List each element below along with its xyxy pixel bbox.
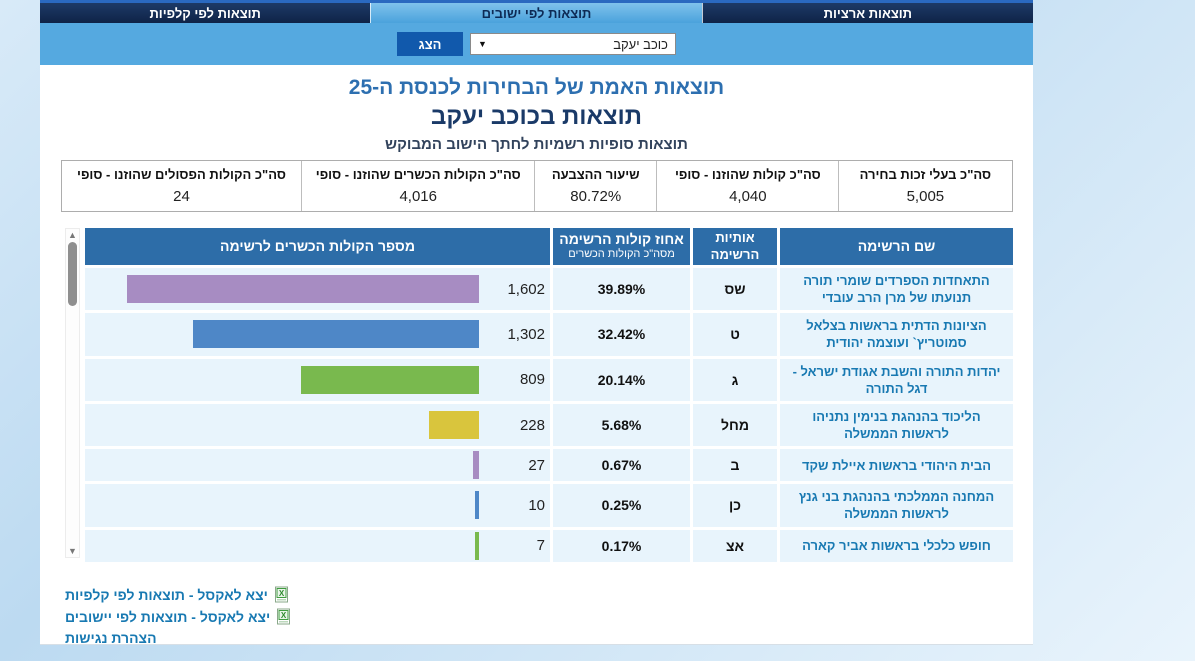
summary-value: 24	[173, 188, 190, 205]
votes-count: 1,302	[507, 325, 545, 343]
tab-national-results[interactable]: תוצאות ארציות	[701, 3, 1033, 23]
percent-header-line2: מסה"כ הקולות הכשרים	[568, 248, 675, 261]
summary-label: סה"כ בעלי זכות בחירה	[859, 167, 992, 182]
summary-value: 5,005	[906, 188, 945, 205]
svg-text:X: X	[281, 611, 287, 620]
list-name-cell: הציונות הדתית בראשות בצלאל סמוטריץ` ועוצ…	[780, 313, 1013, 356]
locality-select[interactable]: כוכב יעקב ▼	[470, 33, 676, 55]
show-button[interactable]: הצג	[397, 32, 463, 56]
list-votes-cell: 27	[85, 449, 550, 482]
scroll-down-icon[interactable]: ▼	[68, 546, 77, 556]
excel-icon: X	[274, 586, 288, 603]
link-label: הצהרת נגישות	[65, 630, 157, 646]
list-letters-cell: מחל	[693, 403, 777, 447]
list-votes-cell: 10	[85, 484, 550, 527]
list-percent-cell: 32.42%	[553, 313, 690, 356]
svg-text:X: X	[279, 589, 285, 598]
summary-value: 80.72%	[570, 188, 622, 205]
column-header-percent: אחוז קולות הרשימה מסה"כ הקולות הכשרים	[553, 228, 690, 265]
list-letters-cell: שס	[693, 268, 777, 311]
vote-bar	[473, 451, 479, 480]
export-links: יצא לאקסל - תוצאות לפי קלפיות X יצא לאקס…	[65, 586, 1033, 646]
export-excel-localities-link[interactable]: יצא לאקסל - תוצאות לפי יישובים X	[65, 608, 292, 625]
summary-label: סה"כ הקולות הכשרים שהוזנו - סופי	[315, 167, 521, 182]
list-votes-cell: 7	[85, 529, 550, 562]
summary-value: 4,040	[729, 188, 767, 205]
summary-invalid-votes: סה"כ הקולות הפסולים שהוזנו - סופי 24	[62, 161, 302, 211]
top-tab-bar: תוצאות ארציות תוצאות לפי ישובים תוצאות ל…	[40, 0, 1033, 23]
list-votes-cell: 809	[85, 358, 550, 401]
link-label: יצא לאקסל - תוצאות לפי קלפיות	[65, 586, 268, 603]
results-subtitle: תוצאות סופיות רשמיות לחתך הישוב המבוקש	[385, 136, 688, 153]
summary-total-votes: סה"כ קולות שהוזנו - סופי 4,040	[656, 161, 838, 211]
summary-eligible-voters: סה"כ בעלי זכות בחירה 5,005	[838, 161, 1011, 211]
locality-filter-banner: כוכב יעקב ▼ הצג	[40, 23, 1033, 65]
list-name-cell: הבית היהודי בראשות איילת שקד	[780, 449, 1013, 482]
list-name-cell: חופש כלכלי בראשות אביר קארה	[780, 529, 1013, 562]
percent-header-line1: אחוז קולות הרשימה	[559, 230, 684, 247]
list-name-cell: יהדות התורה והשבת אגודת ישראל - דגל התור…	[780, 358, 1013, 401]
summary-label: שיעור ההצבעה	[551, 167, 640, 182]
votes-count: 228	[519, 416, 545, 434]
vote-bar	[127, 275, 479, 304]
locality-select-value: כוכב יעקב	[613, 36, 668, 52]
main-content: תוצאות ארציות תוצאות לפי ישובים תוצאות ל…	[40, 0, 1033, 646]
list-percent-cell: 39.89%	[553, 268, 690, 311]
list-letters-cell: ט	[693, 313, 777, 356]
list-name-cell: הליכוד בהנהגת בנימין נתניהו לראשות הממשל…	[780, 403, 1013, 447]
tab-results-by-locality[interactable]: תוצאות לפי ישובים	[370, 3, 702, 23]
page-title: תוצאות האמת של הבחירות לכנסת ה-25	[348, 76, 725, 99]
scrollbar-thumb[interactable]	[68, 242, 77, 306]
link-label: יצא לאקסל - תוצאות לפי יישובים	[65, 608, 271, 625]
list-name-cell: התאחדות הספרדים שומרי תורה תנועתו של מרן…	[780, 268, 1013, 311]
vote-bar	[301, 365, 479, 394]
list-votes-cell: 1,602	[85, 268, 550, 311]
list-percent-cell: 0.67%	[553, 449, 690, 482]
list-percent-cell: 5.68%	[553, 403, 690, 447]
list-letters-cell: ג	[693, 358, 777, 401]
summary-strip: סה"כ בעלי זכות בחירה 5,005 סה"כ קולות שה…	[60, 160, 1013, 212]
column-header-votes: מספר הקולות הכשרים לרשימה	[85, 228, 550, 265]
votes-count: 27	[528, 456, 545, 474]
list-letters-cell: ב	[693, 449, 777, 482]
column-header-list-name: שם הרשימה	[780, 228, 1013, 265]
list-votes-cell: 228	[85, 403, 550, 447]
votes-count: 10	[528, 496, 545, 514]
summary-label: סה"כ הקולות הפסולים שהוזנו - סופי	[77, 167, 286, 182]
summary-valid-votes: סה"כ הקולות הכשרים שהוזנו - סופי 4,016	[301, 161, 534, 211]
vote-bar	[475, 531, 479, 560]
summary-turnout: שיעור ההצבעה 80.72%	[533, 161, 657, 211]
scroll-up-icon[interactable]: ▲	[68, 230, 77, 240]
vote-bar	[193, 320, 479, 349]
vertical-scrollbar[interactable]: ▲ ▼	[65, 228, 80, 558]
column-header-list-letters: אותיות הרשימה	[693, 228, 777, 265]
export-excel-polling-stations-link[interactable]: יצא לאקסל - תוצאות לפי קלפיות X	[65, 586, 290, 603]
accessibility-statement-link[interactable]: הצהרת נגישות	[65, 630, 157, 646]
list-percent-cell: 0.25%	[553, 484, 690, 527]
vote-bar	[475, 491, 479, 520]
excel-icon: X	[277, 608, 291, 625]
list-percent-cell: 20.14%	[553, 358, 690, 401]
locality-title: תוצאות בכוכב יעקב	[431, 103, 642, 130]
list-percent-cell: 0.17%	[553, 529, 690, 562]
summary-label: סה"כ קולות שהוזנו - סופי	[674, 167, 821, 182]
chevron-down-icon: ▼	[478, 39, 487, 49]
list-name-cell: המחנה הממלכתי בהנהגת בני גנץ לראשות הממש…	[780, 484, 1013, 527]
tab-results-by-polling-station[interactable]: תוצאות לפי קלפיות	[149, 5, 261, 21]
vote-bar	[428, 411, 479, 440]
summary-value: 4,016	[399, 188, 437, 205]
results-table-zone: ▲ ▼ שם הרשימה אותיות הרשימה אחוז קולות ה…	[40, 228, 1033, 563]
votes-count: 7	[536, 537, 545, 555]
list-votes-cell: 1,302	[85, 313, 550, 356]
list-letters-cell: כן	[693, 484, 777, 527]
votes-count: 1,602	[507, 280, 545, 298]
results-table: שם הרשימה אותיות הרשימה אחוז קולות הרשימ…	[85, 228, 1013, 563]
list-letters-cell: אצ	[693, 529, 777, 562]
votes-count: 809	[519, 371, 545, 389]
